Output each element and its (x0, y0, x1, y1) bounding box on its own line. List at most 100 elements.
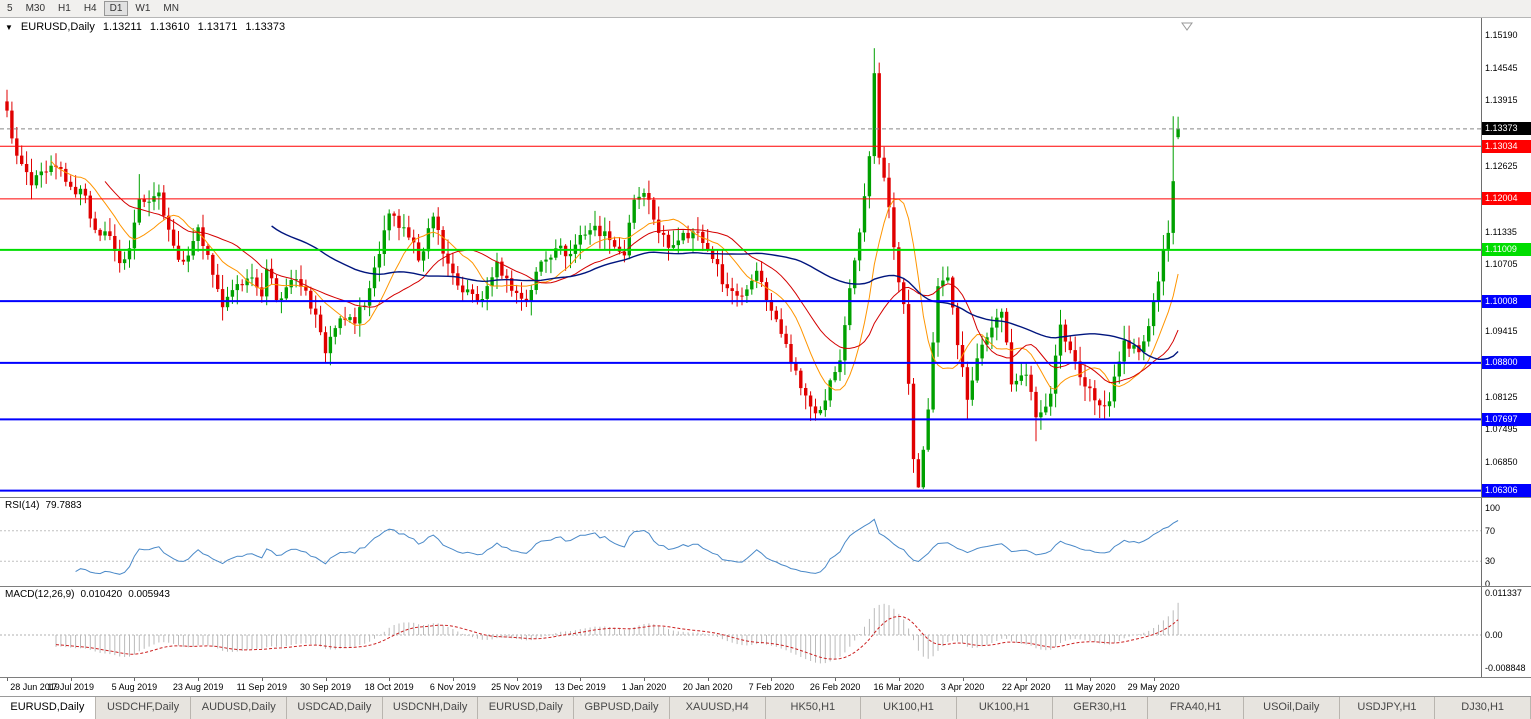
time-axis-tick (1026, 678, 1028, 681)
time-axis-tick (1089, 678, 1091, 681)
candle-body (372, 267, 377, 289)
macd-plot[interactable] (0, 587, 1481, 677)
timeframe-button[interactable]: M30 (25, 3, 46, 14)
time-axis-tick (261, 678, 263, 681)
timeframe-button[interactable]: W1 (135, 3, 151, 14)
chart-tab[interactable]: USDCAD,Daily (287, 697, 383, 719)
chart-tab[interactable]: USDCNH,Daily (382, 697, 479, 719)
chart-tab[interactable]: UK100,H1 (956, 697, 1053, 719)
price-plot[interactable] (0, 18, 1481, 497)
chart-tab[interactable]: GBPUSD,Daily (574, 697, 670, 719)
candle-body (1078, 361, 1082, 378)
chart-tab[interactable]: HK50,H1 (765, 697, 862, 719)
macd-axis[interactable]: 0.011337 0.00 -0.008848 (1481, 587, 1531, 677)
chart-tab[interactable]: USDCHF,Daily (95, 697, 192, 719)
macd-panel[interactable]: MACD(12,26,9) 0.010420 0.005943 0.011337… (0, 586, 1531, 677)
time-axis-label: 17 Jul 2019 (47, 682, 94, 692)
candle-body (970, 380, 974, 400)
time-axis-tick (835, 678, 837, 681)
candle-body (1156, 281, 1161, 301)
candle-body (980, 344, 984, 359)
candle-body (59, 167, 63, 169)
time-axis-label: 11 Sep 2019 (236, 682, 287, 692)
candle-body (1014, 380, 1019, 385)
candle-body (853, 260, 857, 289)
candle-body (333, 328, 337, 337)
candle-body (191, 241, 195, 256)
candle-body (426, 228, 431, 252)
candle-body (833, 372, 837, 381)
timeframe-toolbar: 5 M30 H1 H4 D1 W1 MN (0, 0, 1531, 18)
candle-body (1063, 324, 1068, 342)
chart-tab[interactable]: GER30,H1 (1052, 697, 1149, 719)
time-axis[interactable]: 28 Jun 2019 17 Jul 2019 5 Aug 2019 23 Aug 2… (0, 677, 1531, 696)
candle-body (608, 231, 612, 241)
candle-body (1151, 300, 1156, 327)
candle-body (485, 286, 489, 299)
price-level-badge: 1.11009 (1482, 243, 1531, 257)
price-axis-tick: 1.09415 (1485, 325, 1518, 336)
timeframe-button[interactable]: D1 (103, 1, 129, 16)
chart-tab[interactable]: UK100,H1 (861, 697, 957, 719)
candle-body (451, 263, 455, 274)
candle-body (49, 165, 53, 172)
timeframe-button[interactable]: MN (163, 3, 179, 14)
chart-tab[interactable]: EURUSD,Daily (0, 697, 96, 719)
candle-body (1117, 361, 1121, 377)
candle-body (867, 156, 872, 197)
candle-body (245, 278, 249, 286)
price-axis[interactable]: 1.15190 1.14545 1.13915 1.12625 1.11335 1.107… (1481, 18, 1531, 497)
chart-shift-marker-icon[interactable] (1181, 22, 1193, 31)
time-axis-tick (198, 678, 200, 681)
chart-tab[interactable]: USDJPY,H1 (1339, 697, 1436, 719)
chart-tab[interactable]: DJ30,H1 (1435, 697, 1531, 719)
rsi-label: RSI(14) 79.7883 (5, 500, 82, 511)
timeframe-button[interactable]: 5 (7, 3, 13, 14)
candle-body (255, 277, 259, 288)
candle-body (1058, 324, 1063, 356)
candle-body (137, 199, 141, 223)
price-level-badge: 1.13034 (1482, 139, 1531, 153)
candle-body (794, 363, 798, 371)
chart-tab[interactable]: XAUUSD,H4 (669, 697, 766, 719)
time-axis-tick (70, 678, 72, 681)
candle-body (113, 236, 117, 251)
candle-body (529, 290, 533, 301)
candle-body (593, 225, 597, 231)
rsi-plot[interactable] (0, 498, 1481, 586)
rsi-axis[interactable]: 100 70 30 0 (1481, 498, 1531, 586)
candle-body (265, 268, 269, 297)
symbol-dropdown-icon[interactable]: ▼ (5, 22, 13, 32)
macd-signal-value: 0.005943 (128, 589, 170, 600)
candle-body (740, 295, 744, 297)
chart-tab[interactable]: AUDUSD,Daily (191, 697, 288, 719)
time-axis-tick (452, 678, 454, 681)
candle-body (196, 227, 200, 241)
candle-body (554, 248, 558, 258)
timeframe-button[interactable]: H4 (83, 3, 97, 14)
candle-body (98, 229, 102, 236)
candle-body (1053, 355, 1058, 394)
macd-label: MACD(12,26,9) 0.010420 0.005943 (5, 589, 170, 600)
rsi-axis-tick: 70 (1485, 525, 1496, 536)
candle-body (147, 201, 151, 203)
chart-tab[interactable]: EURUSD,Daily (478, 697, 575, 719)
rsi-panel[interactable]: RSI(14) 79.7883 100 70 30 0 (0, 497, 1531, 586)
candle-body (622, 251, 627, 256)
quote-open: 1.13211 (102, 21, 142, 33)
candle-body (441, 230, 445, 254)
time-axis-label: 22 Apr 2020 (1001, 682, 1051, 692)
candle-body (730, 288, 734, 291)
candle-body (274, 278, 279, 300)
candle-body (877, 73, 881, 158)
candle-body (862, 196, 867, 233)
chart-tab[interactable]: USOil,Daily (1243, 697, 1340, 719)
candle-body (436, 216, 440, 230)
chart-tab[interactable]: FRA40,H1 (1148, 697, 1244, 719)
timeframe-button[interactable]: H1 (58, 3, 71, 14)
candle-body (725, 284, 729, 289)
candle-body (784, 333, 788, 344)
candle-body (539, 261, 543, 272)
price-chart-panel[interactable]: ▼ EURUSD,Daily 1.13211 1.13610 1.13171 1… (0, 18, 1531, 497)
candle-body (931, 342, 935, 410)
